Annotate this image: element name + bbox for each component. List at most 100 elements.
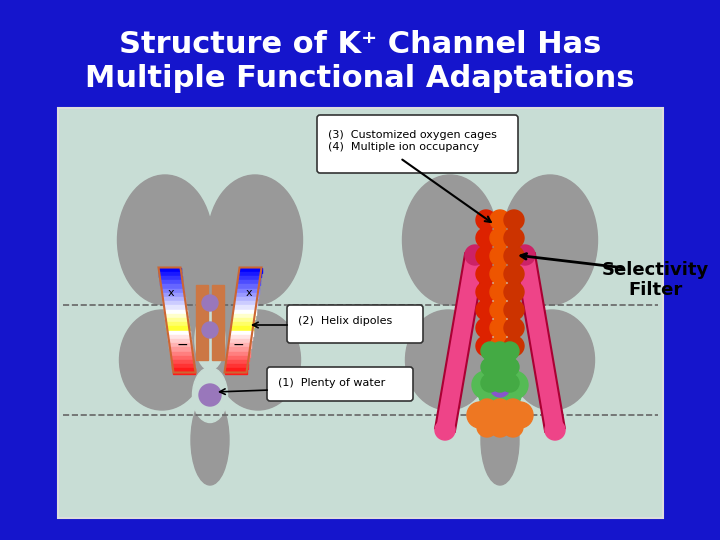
Polygon shape [233,309,256,315]
Polygon shape [168,339,191,344]
Polygon shape [173,368,195,374]
Polygon shape [225,364,248,369]
Circle shape [476,318,496,338]
Polygon shape [162,293,184,298]
Circle shape [493,381,521,409]
Polygon shape [168,335,190,340]
Circle shape [481,358,499,376]
Ellipse shape [215,310,300,410]
Circle shape [545,420,565,440]
Ellipse shape [195,310,225,370]
Circle shape [481,342,499,360]
Ellipse shape [472,235,528,385]
Polygon shape [163,301,185,306]
Polygon shape [232,322,253,327]
Polygon shape [171,360,194,365]
Ellipse shape [120,310,204,410]
Circle shape [465,245,485,265]
Text: (2)  Helix dipoles: (2) Helix dipoles [298,316,392,326]
Polygon shape [160,276,181,281]
Circle shape [491,374,509,392]
Circle shape [490,264,510,284]
Circle shape [504,228,524,248]
Polygon shape [229,343,251,348]
Polygon shape [165,314,187,319]
Text: −: − [176,338,188,352]
Text: (1)  Plenty of water: (1) Plenty of water [278,378,385,388]
Circle shape [504,210,524,230]
Polygon shape [239,272,261,277]
Polygon shape [169,343,192,348]
Polygon shape [171,352,192,357]
Circle shape [504,300,524,320]
Polygon shape [225,368,247,374]
Polygon shape [161,284,183,289]
Circle shape [476,264,496,284]
Polygon shape [164,305,186,310]
Circle shape [490,228,510,248]
Polygon shape [435,253,485,431]
Circle shape [490,282,510,302]
Polygon shape [238,280,260,285]
Polygon shape [235,301,257,306]
Circle shape [501,358,519,376]
Circle shape [490,336,510,356]
Polygon shape [230,335,252,340]
Polygon shape [164,309,186,315]
Polygon shape [235,297,257,302]
Circle shape [504,264,524,284]
Polygon shape [228,347,250,353]
Circle shape [491,358,509,376]
Circle shape [202,295,218,311]
Ellipse shape [405,310,490,410]
Circle shape [490,210,510,230]
Ellipse shape [482,270,518,370]
Circle shape [477,399,497,419]
FancyBboxPatch shape [196,285,208,360]
Ellipse shape [192,368,228,422]
Polygon shape [238,276,261,281]
Circle shape [491,342,509,360]
Polygon shape [236,293,258,298]
Circle shape [504,336,524,356]
Polygon shape [167,326,189,332]
FancyBboxPatch shape [267,367,413,401]
Polygon shape [233,318,254,323]
Polygon shape [226,360,248,365]
Circle shape [467,402,493,428]
Circle shape [202,322,218,338]
Polygon shape [166,322,189,327]
Ellipse shape [182,235,238,385]
Circle shape [504,318,524,338]
Circle shape [472,371,500,399]
Circle shape [476,246,496,266]
Circle shape [490,399,510,419]
Polygon shape [166,318,188,323]
Polygon shape [236,288,258,294]
Circle shape [504,282,524,302]
Circle shape [503,399,523,419]
FancyBboxPatch shape [212,285,224,360]
Circle shape [481,374,499,392]
Polygon shape [237,284,259,289]
Circle shape [504,246,524,266]
Ellipse shape [402,175,498,305]
FancyBboxPatch shape [317,115,518,173]
Polygon shape [227,356,249,361]
Circle shape [503,417,523,437]
Polygon shape [233,314,255,319]
Polygon shape [161,280,182,285]
Polygon shape [158,267,181,273]
Ellipse shape [207,175,302,305]
FancyBboxPatch shape [287,305,423,343]
Polygon shape [168,330,189,336]
Text: x: x [246,288,252,298]
Circle shape [515,245,535,265]
Circle shape [476,336,496,356]
Polygon shape [229,339,251,344]
Polygon shape [172,364,194,369]
Circle shape [199,384,221,406]
Circle shape [501,374,519,392]
Circle shape [486,363,514,391]
Polygon shape [228,352,250,357]
